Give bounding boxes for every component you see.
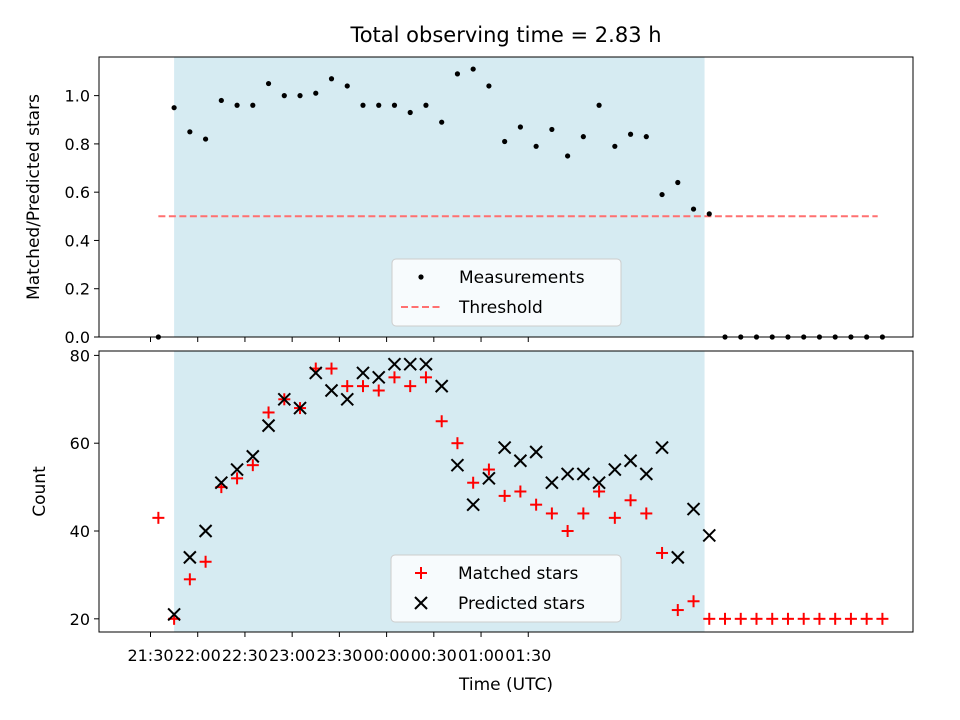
measurement-point [628, 132, 633, 137]
measurement-point [691, 206, 696, 211]
ratio-y-tick-label: 0.0 [65, 328, 90, 347]
measurement-point [644, 134, 649, 139]
chart-figure: 0.0 0.2 0.4 0.6 0.8 1.0 Total observing time … [0, 0, 960, 720]
x-tick-label: 23:30 [316, 646, 362, 665]
ratio-y-tick-label: 0.8 [65, 135, 90, 154]
measurement-point [203, 136, 208, 141]
measurement-point [345, 83, 350, 88]
legend-measurements-label: Measurements [459, 268, 585, 288]
legend-matched-label: Matched stars [458, 564, 578, 584]
measurement-point [596, 103, 601, 108]
x-tick-label: 00:30 [411, 646, 457, 665]
x-tick-label: 01:30 [505, 646, 551, 665]
measurement-point [392, 103, 397, 108]
measurement-point [439, 120, 444, 125]
measurement-point [659, 192, 664, 197]
measurement-point [360, 103, 365, 108]
measurement-point [408, 110, 413, 115]
measurement-point [502, 139, 507, 144]
legend-measurements-marker [418, 274, 423, 279]
x-axis-label: Time (UTC) [458, 675, 553, 695]
measurement-point [234, 103, 239, 108]
ratio-y-tick-label: 0.2 [65, 280, 90, 299]
measurement-point [172, 105, 177, 110]
ratio-y-tick-label: 1.0 [65, 87, 90, 106]
measurement-point [707, 211, 712, 216]
measurement-point [282, 93, 287, 98]
measurement-point [565, 153, 570, 158]
measurement-point [297, 93, 302, 98]
ratio-y-axis-label: Matched/Predicted stars [24, 94, 44, 300]
measurement-point [581, 134, 586, 139]
measurement-point [455, 71, 460, 76]
measurement-point [423, 103, 428, 108]
measurement-point [266, 81, 271, 86]
count-y-tick-label: 40 [70, 522, 90, 541]
measurement-point [329, 76, 334, 81]
legend-threshold-label: Threshold [458, 298, 543, 318]
count-y-axis-label: Count [30, 466, 50, 517]
measurement-point [549, 127, 554, 132]
measurement-point [187, 129, 192, 134]
chart-title: Total observing time = 2.83 h [349, 23, 661, 47]
measurement-point [486, 83, 491, 88]
x-tick-label: 23:00 [269, 646, 315, 665]
legend-predicted-label: Predicted stars [458, 594, 585, 614]
x-tick-label: 01:00 [458, 646, 504, 665]
ratio-y-tick-label: 0.6 [65, 183, 90, 202]
ratio-legend: Measurements Threshold [392, 259, 621, 326]
x-tick-label: 21:30 [127, 646, 173, 665]
measurement-point [313, 91, 318, 96]
measurement-point [612, 144, 617, 149]
measurement-point [518, 124, 523, 129]
count-y-tick-label: 60 [70, 434, 90, 453]
x-tick-label: 22:00 [175, 646, 221, 665]
count-y-tick-label: 80 [70, 346, 90, 365]
measurement-point [250, 103, 255, 108]
measurement-point [376, 103, 381, 108]
count-y-tick-label: 20 [70, 610, 90, 629]
ratio-y-tick-label: 0.4 [65, 231, 90, 250]
x-tick-label: 00:00 [364, 646, 410, 665]
x-tick-label: 22:30 [222, 646, 268, 665]
measurement-point [534, 144, 539, 149]
measurement-point [675, 180, 680, 185]
count-legend: Matched stars Predicted stars [391, 555, 621, 622]
measurement-point [471, 66, 476, 71]
measurement-point [219, 98, 224, 103]
